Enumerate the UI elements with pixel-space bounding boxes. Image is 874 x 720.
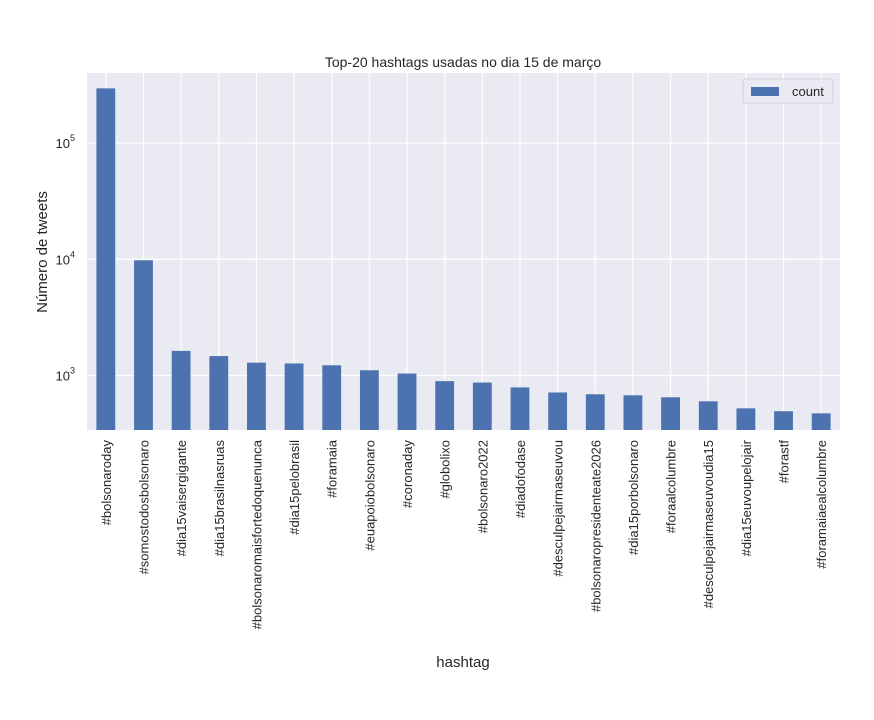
bar bbox=[171, 350, 191, 430]
bar bbox=[134, 260, 153, 430]
x-tick-label: #bolsonaroday bbox=[99, 440, 114, 526]
bar bbox=[247, 362, 266, 430]
x-axis-ticks: #bolsonaroday #somostodosbolsonaro #dia15v… bbox=[99, 439, 829, 629]
x-tick-label: #globolixo bbox=[438, 440, 453, 499]
bar bbox=[698, 401, 718, 430]
x-tick-label: #bolsonaropresidenteate2026 bbox=[588, 440, 603, 612]
bar bbox=[585, 394, 605, 430]
x-tick-label: #dia15brasilnasruas bbox=[212, 440, 227, 557]
bar bbox=[96, 88, 116, 430]
legend-box bbox=[742, 78, 834, 104]
bar bbox=[284, 363, 304, 430]
bar bbox=[510, 387, 530, 430]
bar bbox=[435, 381, 455, 430]
bar bbox=[322, 365, 342, 430]
bar bbox=[472, 382, 492, 430]
x-tick-label: #somostodosbolsonaro bbox=[136, 440, 151, 574]
bars bbox=[96, 88, 831, 430]
bar bbox=[661, 397, 680, 430]
x-tick-label: #desculpejairmaseuvoudia15 bbox=[701, 440, 716, 608]
legend-swatch bbox=[751, 87, 779, 96]
legend-label: count bbox=[792, 84, 824, 99]
x-tick-label: #dia15pelobrasil bbox=[287, 440, 302, 535]
x-axis-label: hashtag bbox=[436, 654, 489, 671]
gridlines bbox=[87, 73, 840, 430]
x-tick-label: #diadofodase bbox=[513, 440, 528, 518]
bar bbox=[397, 373, 417, 430]
x-tick-label: #dia15euvoupelojair bbox=[739, 439, 754, 556]
chart-title: Top-20 hashtags usadas no dia 15 de març… bbox=[325, 54, 602, 70]
x-tick-label: #desculpejairmaseuvou bbox=[551, 440, 566, 577]
x-tick-label: #foramaia bbox=[325, 439, 340, 498]
x-tick-label: #dia15vaisergigante bbox=[174, 440, 189, 556]
x-tick-label: #forastf bbox=[777, 440, 792, 484]
x-tick-label: #foramaiaealcolumbre bbox=[814, 440, 829, 569]
bar bbox=[811, 413, 831, 430]
bar bbox=[359, 370, 379, 430]
bar bbox=[736, 408, 756, 430]
bar bbox=[623, 395, 643, 430]
y-tick-label: 104 bbox=[56, 249, 75, 267]
x-tick-label: #dia15porbolsonaro bbox=[626, 440, 641, 555]
bar bbox=[548, 392, 568, 430]
x-tick-label: #bolsonaromaisfortedoquenunca bbox=[249, 439, 264, 629]
legend: count bbox=[742, 78, 834, 104]
y-axis-label: Número de tweets bbox=[34, 191, 51, 313]
plot-background bbox=[87, 73, 840, 430]
y-tick-label: 103 bbox=[56, 366, 75, 384]
x-tick-label: #coronaday bbox=[400, 440, 415, 508]
x-tick-label: #foraalcolumbre bbox=[664, 440, 679, 533]
x-tick-label: #bolsonaro2022 bbox=[475, 440, 490, 533]
y-axis-ticks: 103 104 105 bbox=[56, 133, 75, 384]
x-tick-label: #euapoiobolsonaro bbox=[362, 440, 377, 551]
bar bbox=[774, 411, 793, 430]
y-tick-label: 105 bbox=[56, 133, 75, 151]
bar bbox=[209, 356, 229, 430]
